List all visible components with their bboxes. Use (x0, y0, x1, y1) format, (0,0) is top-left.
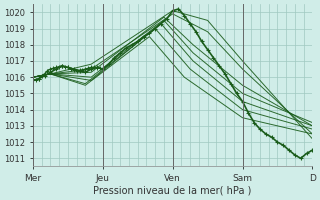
X-axis label: Pression niveau de la mer( hPa ): Pression niveau de la mer( hPa ) (93, 186, 252, 196)
